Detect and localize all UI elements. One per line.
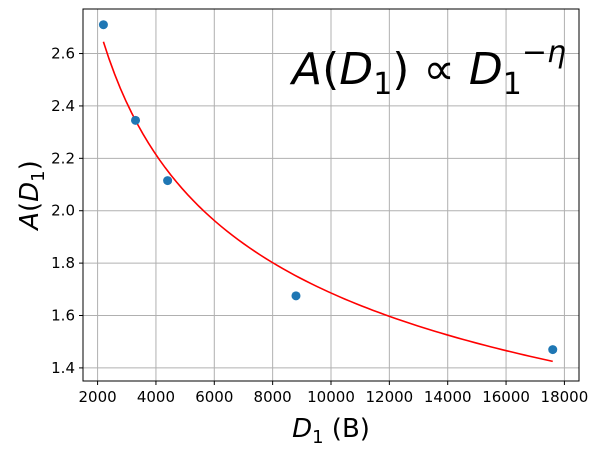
y-tick-label: 2.4 xyxy=(51,97,75,115)
y-tick-label: 1.8 xyxy=(51,254,75,272)
y-tick-label: 1.6 xyxy=(51,307,75,325)
grid-lines xyxy=(83,9,579,381)
x-tick-label: 18000 xyxy=(541,388,589,406)
x-axis-ticks: 2000 4000 6000 8000 10000 12000 14000 16000 1800… xyxy=(78,381,588,406)
y-tick-label: 2.0 xyxy=(51,202,75,220)
data-point xyxy=(131,115,141,125)
scatter-points xyxy=(98,20,558,355)
x-axis-label: D1 (B) xyxy=(292,414,370,448)
data-point xyxy=(291,291,301,301)
y-tick-label: 2.2 xyxy=(51,149,75,167)
data-point xyxy=(548,345,558,355)
x-tick-label: 2000 xyxy=(78,388,116,406)
x-tick-label: 12000 xyxy=(365,388,413,406)
x-tick-label: 4000 xyxy=(137,388,175,406)
x-tick-label: 14000 xyxy=(424,388,472,406)
y-axis-label: A(D1) xyxy=(15,160,49,232)
data-point xyxy=(98,20,108,30)
x-tick-label: 6000 xyxy=(195,388,233,406)
y-tick-label: 2.6 xyxy=(51,45,75,63)
y-tick-label: 1.4 xyxy=(51,359,75,377)
x-tick-label: 8000 xyxy=(254,388,292,406)
y-axis-ticks: 1.4 1.6 1.8 2.0 2.2 2.4 2.6 xyxy=(51,45,83,377)
fit-curve xyxy=(102,41,553,363)
x-tick-label: 10000 xyxy=(307,388,355,406)
data-point xyxy=(163,176,173,186)
x-tick-label: 16000 xyxy=(482,388,530,406)
power-law-annotation: A(D1) ∝ D1−η xyxy=(289,35,566,102)
